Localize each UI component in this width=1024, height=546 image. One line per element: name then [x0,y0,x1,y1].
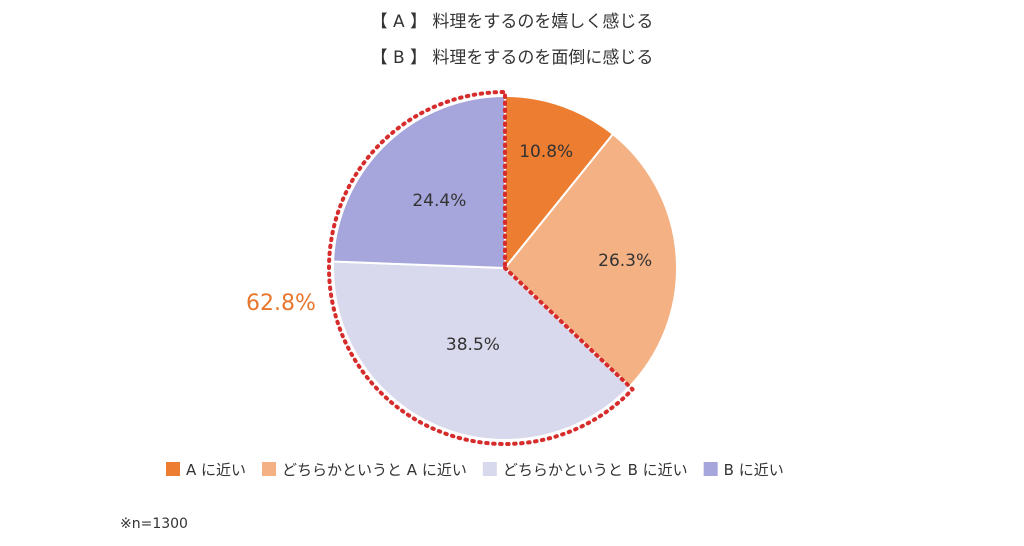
pie-slice-3 [332,260,632,441]
pie-slice-1 [504,94,615,271]
chart-title-line-2: 【 B 】 料理をするのを面倒に感じる [371,48,654,68]
highlight-percentage: 62.8% [246,291,316,316]
legend-swatch-2 [262,462,277,476]
legend-label-4: B に近い [724,461,784,479]
chart-legend: A に近い どちらかというと A に近い どちらかというと B に近い B に近い [166,461,784,479]
pie-slice-labels: 10.8% 26.3% 38.5% 24.4% [412,142,652,355]
pie-slice-4 [332,94,506,270]
chart-title-line-1: 【 A 】 料理をするのを嬉しく感じる [371,12,654,32]
pie-slice-2 [503,132,678,388]
legend-swatch-3 [482,462,497,476]
legend-swatch-4 [703,462,718,476]
slice-value-label-3: 38.5% [446,335,500,355]
legend-label-1: A に近い [186,461,246,479]
slice-value-label-1: 10.8% [519,142,573,162]
sample-size-note: ※n=1300 [120,516,188,532]
highlight-outline [327,90,635,446]
pie-slices [332,94,678,441]
legend-label-2: どちらかというと A に近い [282,461,467,479]
slice-value-label-4: 24.4% [412,191,466,211]
slice-value-label-2: 26.3% [598,251,652,271]
legend-swatch-1 [166,462,180,476]
legend-label-3: どちらかというと B に近い [503,461,688,479]
